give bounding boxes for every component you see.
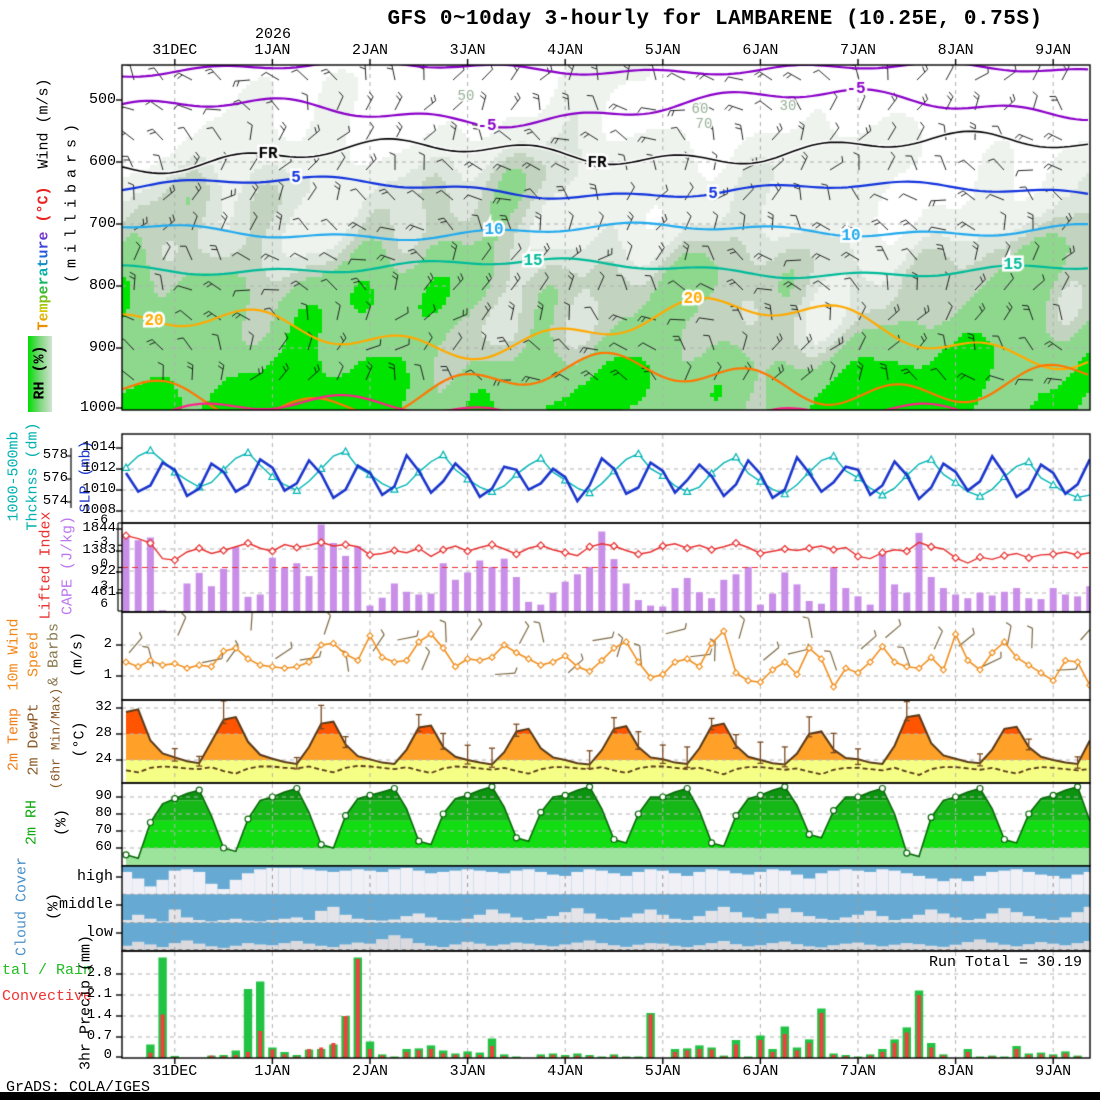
- tick-label-cape_ticks-1: 1383: [82, 542, 116, 558]
- tick-label-cape_ticks-3: 461: [90, 584, 116, 600]
- cloud-axis-label-1: Cloud Cover: [13, 856, 31, 957]
- tick-label-slp_ticks-2: 1010: [82, 481, 116, 497]
- date-label-bottom-0: 31DEC: [152, 1063, 198, 1080]
- date-label-bottom-4: 4JAN: [547, 1063, 584, 1080]
- tick-label-li_ticks-3: 3: [100, 578, 108, 593]
- date-label-top-9: 9JAN: [1035, 42, 1072, 59]
- tick-label-precip_ticks-1: 2.1: [86, 986, 112, 1002]
- date-label-top-3: 3JAN: [449, 42, 486, 59]
- date-label-top-4: 4JAN: [547, 42, 584, 59]
- date-label-top-1: 1JAN: [254, 42, 291, 59]
- grads-credit: GrADS: COLA/IGES: [6, 1079, 151, 1096]
- tick-label-li_ticks-0: -6: [92, 512, 108, 527]
- date-label-bottom-1: 1JAN: [254, 1063, 291, 1080]
- date-label-bottom-6: 6JAN: [742, 1063, 779, 1080]
- tick-label-pressure_ticks-0: 500: [88, 91, 116, 108]
- bottom-bar: [0, 1092, 1100, 1100]
- date-label-top-7: 7JAN: [839, 42, 876, 59]
- tick-label-pressure_ticks-5: 1000: [79, 399, 116, 416]
- tick-label-cape_ticks-0: 1844: [82, 520, 116, 536]
- tick-label-rh_ticks-2: 70: [95, 822, 112, 838]
- tick-label-li_ticks-4: 6: [100, 596, 108, 611]
- tick-label-thickness_ticks-0: 578: [42, 447, 68, 463]
- tick-label-thickness_ticks-2: 574: [42, 493, 68, 509]
- tick-label-li_ticks-1: -3: [92, 534, 108, 549]
- wind-axis-label: Wind (m/s): [35, 78, 53, 169]
- date-label-bottom-2: 2JAN: [351, 1063, 388, 1080]
- date-label-bottom-9: 9JAN: [1035, 1063, 1072, 1080]
- tick-label-cloud_rows-2: low: [85, 924, 113, 941]
- precip-rain-legend: tal / Rain: [2, 962, 93, 979]
- tick-label-pressure_ticks-4: 900: [88, 339, 116, 356]
- tick-label-rh_ticks-1: 80: [95, 805, 112, 821]
- tick-label-rh_ticks-3: 60: [95, 839, 112, 855]
- run-total-text: Run Total = 30.19: [928, 954, 1082, 971]
- tick-label-cloud_rows-1: middle: [58, 896, 113, 913]
- tick-label-li_ticks-2: 0: [100, 556, 108, 571]
- tick-label-wind_ticks-1: 1: [103, 667, 112, 683]
- date-label-bottom-7: 7JAN: [839, 1063, 876, 1080]
- tick-label-thickness_ticks-1: 576: [42, 470, 68, 486]
- tick-label-temp_ticks-2: 24: [95, 751, 112, 767]
- tick-label-pressure_ticks-2: 700: [88, 215, 116, 232]
- date-label-bottom-5: 5JAN: [644, 1063, 681, 1080]
- date-label-top-5: 5JAN: [644, 42, 681, 59]
- tick-label-precip_ticks-3: 0.7: [86, 1028, 112, 1044]
- tick-label-slp_ticks-1: 1012: [82, 460, 116, 476]
- date-label-top-6: 6JAN: [742, 42, 779, 59]
- year-label: 2026: [254, 26, 291, 43]
- date-label-top-2: 2JAN: [351, 42, 388, 59]
- tick-label-temp_ticks-0: 32: [95, 699, 112, 715]
- tick-label-rh_ticks-0: 90: [95, 788, 112, 804]
- tick-label-slp_ticks-3: 1008: [82, 502, 116, 518]
- tick-label-precip_ticks-0: 2.8: [86, 965, 112, 981]
- rh-legend-chip: RH (%): [28, 336, 52, 412]
- precip-convective-legend: Convective: [2, 988, 93, 1005]
- tick-label-precip_ticks-2: 1.4: [86, 1007, 112, 1023]
- tick-label-cloud_rows-0: high: [76, 868, 113, 885]
- temperature-axis-label: Temperature (°C): [36, 184, 53, 334]
- tick-label-cape_ticks-2: 922: [90, 563, 116, 579]
- tick-label-wind_ticks-0: 2: [103, 636, 112, 652]
- temp2m-axis-label-1: 2m Temp: [5, 708, 23, 772]
- date-label-bottom-3: 3JAN: [449, 1063, 486, 1080]
- tick-label-precip_ticks-4: 0: [103, 1047, 112, 1063]
- tick-label-slp_ticks-0: 1014: [82, 439, 116, 455]
- page-title: GFS 0~10day 3-hourly for LAMBARENE (10.2…: [387, 8, 1043, 31]
- tick-label-pressure_ticks-3: 800: [88, 277, 116, 294]
- date-label-top-0: 31DEC: [152, 42, 198, 59]
- tick-label-temp_ticks-1: 28: [95, 725, 112, 741]
- date-label-bottom-8: 8JAN: [937, 1063, 974, 1080]
- date-label-top-8: 8JAN: [937, 42, 974, 59]
- tick-label-pressure_ticks-1: 600: [88, 153, 116, 170]
